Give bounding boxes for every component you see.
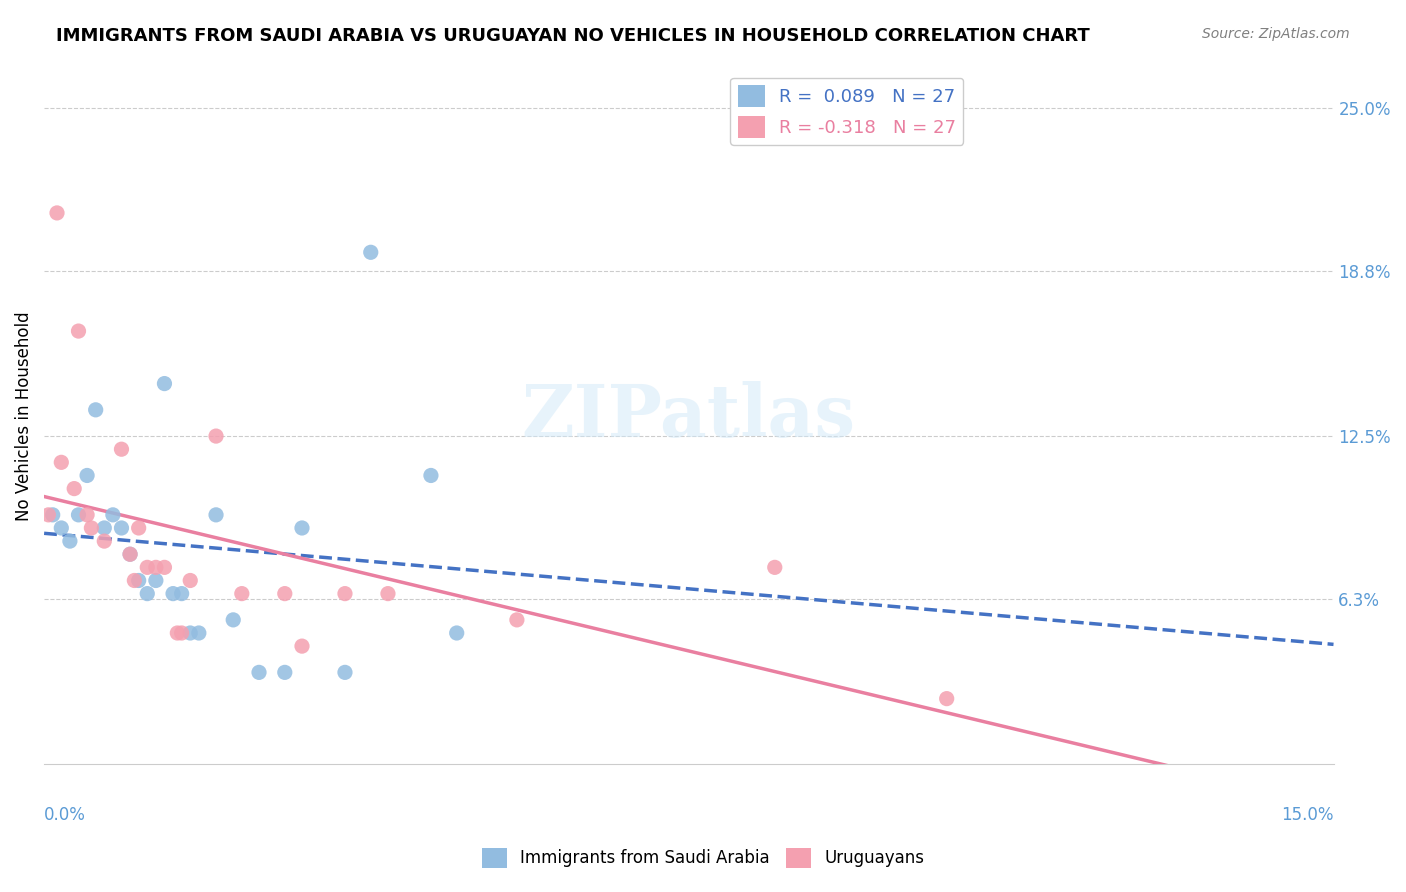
Y-axis label: No Vehicles in Household: No Vehicles in Household bbox=[15, 311, 32, 521]
Point bbox=[333, 586, 356, 600]
Point bbox=[76, 508, 98, 522]
Point bbox=[377, 586, 399, 600]
Point bbox=[170, 586, 193, 600]
Text: 0.0%: 0.0% bbox=[44, 806, 86, 824]
Point bbox=[222, 613, 245, 627]
Point bbox=[124, 574, 146, 588]
Point bbox=[145, 560, 167, 574]
Point bbox=[247, 665, 270, 680]
Point bbox=[153, 560, 176, 574]
Point bbox=[274, 665, 297, 680]
Point bbox=[84, 402, 107, 417]
Point bbox=[93, 521, 115, 535]
Point bbox=[205, 508, 228, 522]
Point bbox=[446, 626, 468, 640]
Point bbox=[120, 547, 142, 561]
Point bbox=[506, 613, 529, 627]
Point bbox=[187, 626, 209, 640]
Point bbox=[179, 574, 201, 588]
Text: IMMIGRANTS FROM SAUDI ARABIA VS URUGUAYAN NO VEHICLES IN HOUSEHOLD CORRELATION C: IMMIGRANTS FROM SAUDI ARABIA VS URUGUAYA… bbox=[56, 27, 1090, 45]
Text: Source: ZipAtlas.com: Source: ZipAtlas.com bbox=[1202, 27, 1350, 41]
Point bbox=[67, 324, 90, 338]
Point bbox=[360, 245, 382, 260]
Point bbox=[80, 521, 103, 535]
Point bbox=[136, 586, 159, 600]
Point bbox=[110, 442, 132, 457]
Point bbox=[935, 691, 957, 706]
Point bbox=[128, 574, 150, 588]
Point bbox=[67, 508, 90, 522]
Point bbox=[274, 586, 297, 600]
Point bbox=[46, 206, 69, 220]
Legend: R =  0.089   N = 27, R = -0.318   N = 27: R = 0.089 N = 27, R = -0.318 N = 27 bbox=[731, 78, 963, 145]
Point bbox=[231, 586, 253, 600]
Point bbox=[41, 508, 63, 522]
Point bbox=[51, 521, 73, 535]
Point bbox=[128, 521, 150, 535]
Point bbox=[37, 508, 59, 522]
Point bbox=[120, 547, 142, 561]
Point bbox=[153, 376, 176, 391]
Point bbox=[179, 626, 201, 640]
Point bbox=[101, 508, 124, 522]
Point bbox=[419, 468, 441, 483]
Point bbox=[763, 560, 786, 574]
Point bbox=[162, 586, 184, 600]
Point bbox=[59, 534, 82, 549]
Point bbox=[93, 534, 115, 549]
Point bbox=[145, 574, 167, 588]
Point bbox=[136, 560, 159, 574]
Legend: Immigrants from Saudi Arabia, Uruguayans: Immigrants from Saudi Arabia, Uruguayans bbox=[475, 841, 931, 875]
Point bbox=[291, 521, 314, 535]
Point bbox=[51, 455, 73, 469]
Point bbox=[170, 626, 193, 640]
Point bbox=[333, 665, 356, 680]
Point bbox=[166, 626, 188, 640]
Point bbox=[76, 468, 98, 483]
Point bbox=[63, 482, 86, 496]
Point bbox=[205, 429, 228, 443]
Text: 15.0%: 15.0% bbox=[1281, 806, 1333, 824]
Point bbox=[291, 639, 314, 653]
Text: ZIPatlas: ZIPatlas bbox=[522, 381, 856, 452]
Point bbox=[110, 521, 132, 535]
